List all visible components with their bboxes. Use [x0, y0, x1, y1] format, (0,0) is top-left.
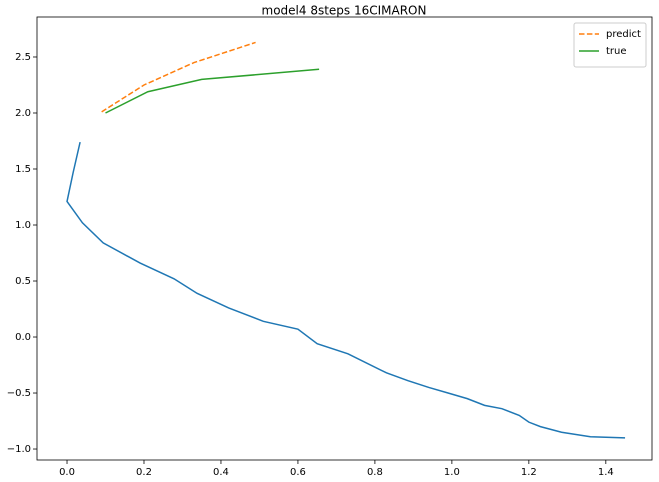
legend-label: predict	[606, 29, 641, 40]
x-tick-label: 1.2	[521, 467, 537, 478]
chart-title: model4 8steps 16CIMARON	[262, 4, 427, 18]
y-tick-label: −0.5	[7, 388, 31, 399]
x-tick-label: 0.2	[136, 467, 152, 478]
line-series	[105, 68, 320, 114]
x-tick-label: 0.0	[59, 467, 75, 478]
legend: predict true	[573, 22, 647, 68]
legend-label: true	[606, 46, 627, 57]
x-tick-label: 1.0	[444, 467, 460, 478]
line-series	[66, 141, 626, 439]
plot-frame	[36, 16, 653, 461]
y-tick-label: 1.0	[15, 220, 31, 231]
y-tick-label: 0.5	[15, 276, 31, 287]
y-tick-label: 2.0	[15, 108, 31, 119]
y-tick-label: 0.0	[15, 332, 31, 343]
x-tick-label: 0.4	[213, 467, 229, 478]
y-tick-label: 1.5	[15, 164, 31, 175]
x-tick-label: 0.6	[290, 467, 306, 478]
y-tick-label: 2.5	[15, 52, 31, 63]
line-series	[101, 41, 256, 113]
x-tick-label: 1.4	[598, 467, 614, 478]
y-tick-label: −1.0	[7, 444, 31, 455]
x-tick-label: 0.8	[367, 467, 383, 478]
